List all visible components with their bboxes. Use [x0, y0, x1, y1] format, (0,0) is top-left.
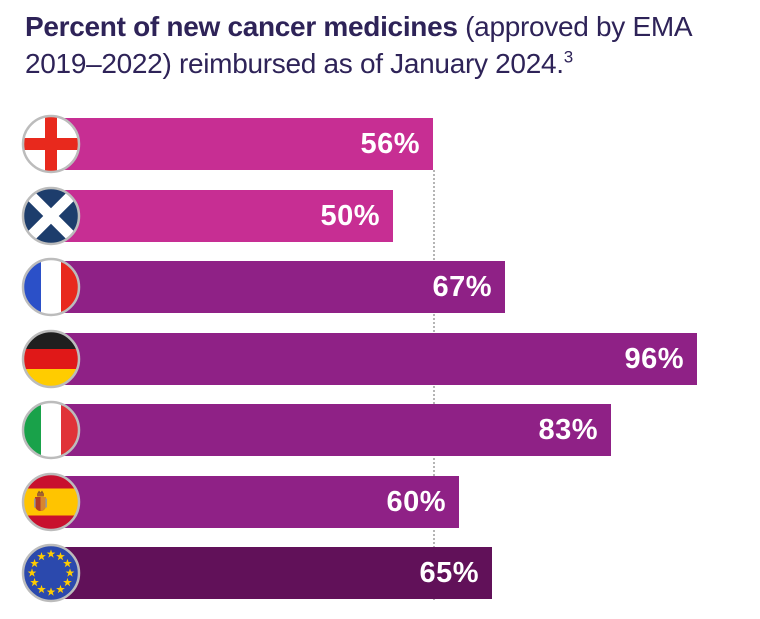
chart-title-regular-1: (approved by EMA: [457, 11, 693, 42]
bar-eu: 65%: [63, 547, 492, 599]
bar-row-italy: 83%: [0, 400, 760, 460]
bar-spain: 60%: [63, 476, 459, 528]
bar-germany: 96%: [63, 333, 697, 385]
bar-england: 56%: [63, 118, 433, 170]
value-label-scotland: 50%: [320, 199, 380, 232]
bar-france: 67%: [63, 261, 505, 313]
eu-flag-icon: [21, 543, 81, 603]
value-label-england: 56%: [360, 127, 420, 160]
value-label-spain: 60%: [386, 485, 446, 518]
germany-flag-icon: [21, 329, 81, 389]
footnote-marker: 3: [563, 47, 573, 67]
bar-row-scotland: 50%: [0, 186, 760, 246]
england-flag-icon: [21, 114, 81, 174]
value-label-eu: 65%: [419, 556, 479, 589]
chart-title-bold: Percent of new cancer medicines: [25, 11, 458, 42]
bar-row-spain: 60%: [0, 472, 760, 532]
reference-line: [433, 170, 435, 600]
spain-flag-icon: [21, 472, 81, 532]
bar-row-france: 67%: [0, 257, 760, 317]
value-label-france: 67%: [432, 270, 492, 303]
value-label-italy: 83%: [538, 413, 598, 446]
bar-row-eu: 65%: [0, 543, 760, 603]
chart-title-regular-2: 2019–2022) reimbursed as of January 2024…: [25, 48, 564, 79]
bar-row-germany: 96%: [0, 329, 760, 389]
value-label-germany: 96%: [624, 342, 684, 375]
bar-italy: 83%: [63, 404, 611, 456]
chart-title: Percent of new cancer medicines (approve…: [25, 8, 693, 82]
france-flag-icon: [21, 257, 81, 317]
bar-scotland: 50%: [63, 190, 393, 242]
bar-row-england: 56%: [0, 114, 760, 174]
scotland-flag-icon: [21, 186, 81, 246]
italy-flag-icon: [21, 400, 81, 460]
